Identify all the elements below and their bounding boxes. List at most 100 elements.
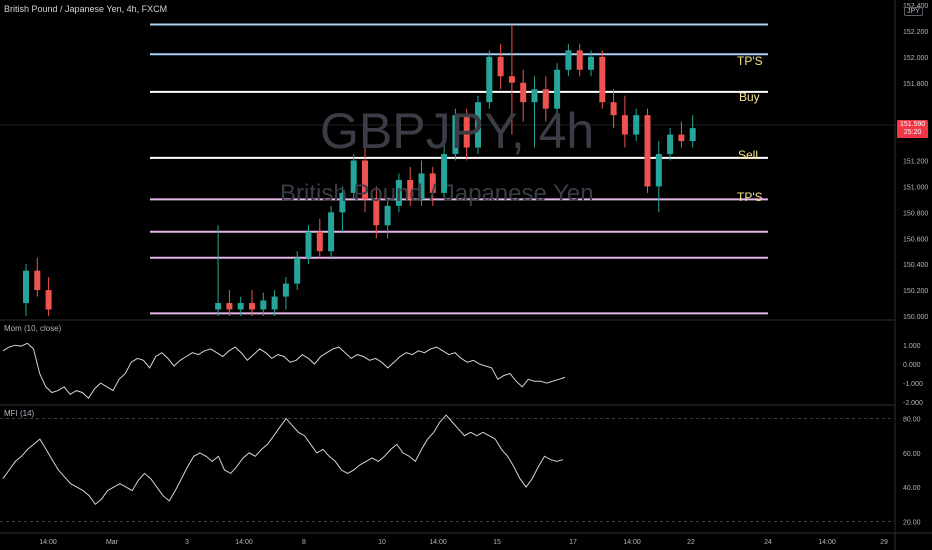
time-tick-label: 14:00 [623, 539, 641, 546]
price-tick-label: 151.800 [903, 81, 928, 88]
momentum-path [2, 342, 566, 399]
candle [34, 257, 41, 297]
level-label-tp-lower: TP'S [737, 190, 763, 204]
mfi-tick-label: 60.00 [903, 451, 921, 458]
candle [497, 43, 504, 90]
candle [418, 160, 425, 206]
candle [384, 199, 391, 239]
candle [531, 76, 538, 148]
candle [678, 121, 685, 148]
candle [610, 89, 617, 129]
mfi-path [2, 414, 564, 506]
candle-countdown: 25:20 [903, 129, 922, 136]
candle [667, 128, 674, 161]
currency-badge[interactable]: JPY [904, 7, 923, 16]
candle [441, 141, 448, 200]
candle [271, 290, 278, 316]
time-tick-label: 24 [764, 539, 772, 546]
time-tick-label: 17 [569, 539, 577, 546]
candle [215, 225, 222, 316]
horizontal-levels [150, 23, 768, 315]
current-price-value: 151.590 [900, 121, 926, 128]
time-tick-label: 10 [378, 539, 386, 546]
mfi-pane-label[interactable]: MFI (14) [4, 409, 35, 418]
candle [554, 63, 561, 116]
price-tick-label: 152.200 [903, 29, 928, 36]
candle [689, 115, 696, 148]
candle [463, 108, 470, 161]
price-tick-label: 152.000 [903, 55, 928, 62]
axes: 152.400152.200152.000151.800151.400151.2… [39, 3, 928, 546]
mfi-tick-label: 40.00 [903, 485, 921, 492]
candle [565, 43, 572, 77]
watermark-name: British Pound / Japanese Yen [280, 180, 594, 207]
candle [452, 108, 459, 161]
mom-tick-label: -1.000 [903, 381, 923, 388]
candle [316, 218, 323, 258]
mom-tick-label: -2.000 [903, 400, 923, 407]
candle [328, 205, 335, 258]
candle [249, 290, 255, 316]
candle [407, 166, 414, 206]
mfi-tick-label: 80.00 [903, 417, 921, 424]
momentum-line [2, 342, 566, 399]
price-tick-label: 150.800 [903, 210, 928, 217]
time-tick-label: 14:00 [818, 539, 836, 546]
time-tick-label: 22 [687, 539, 695, 546]
level-label-tp-upper: TP'S [737, 54, 763, 68]
candle [45, 277, 52, 316]
price-tick-label: 150.600 [903, 236, 928, 243]
time-tick-label: 14:00 [429, 539, 447, 546]
candle [226, 290, 233, 316]
candle [237, 296, 244, 316]
candle [395, 173, 402, 213]
candlestick-series [23, 24, 696, 316]
time-tick-label: 8 [302, 539, 306, 546]
candle [576, 43, 583, 77]
mfi-line [2, 414, 564, 506]
price-tick-label: 150.200 [903, 288, 928, 295]
candle [644, 108, 651, 193]
candle [486, 50, 493, 109]
time-tick-label: 29 [880, 539, 888, 546]
time-tick-label: 3 [185, 539, 189, 546]
mom-tick-label: 1.000 [903, 343, 921, 350]
candle [429, 166, 436, 206]
time-tick-label: Mar [106, 539, 119, 546]
candle [588, 50, 594, 77]
time-tick-label: 15 [493, 539, 501, 546]
candle [23, 264, 29, 316]
mfi-tick-label: 20.00 [903, 519, 921, 526]
price-tick-label: 152.400 [903, 3, 928, 10]
time-tick-label: 14:00 [39, 539, 57, 546]
candle [633, 108, 640, 142]
candle [294, 251, 301, 291]
time-tick-label: 14:00 [235, 539, 253, 546]
candle [508, 24, 515, 135]
candle [373, 186, 380, 239]
price-tick-label: 151.000 [903, 184, 928, 191]
symbol-title[interactable]: British Pound / Japanese Yen, 4h, FXCM [4, 4, 168, 14]
current-price-tag: 151.590 25:20 [897, 120, 929, 138]
price-tick-label: 151.200 [903, 159, 928, 166]
candle [362, 147, 368, 213]
level-label-buy: Buy [739, 90, 760, 104]
candle [305, 225, 312, 265]
candle [599, 50, 606, 109]
candle [282, 277, 289, 310]
candle [655, 141, 662, 213]
candle [475, 95, 481, 155]
candle [350, 154, 357, 200]
mom-tick-label: 0.000 [903, 362, 921, 369]
candle [339, 186, 346, 232]
price-tick-label: 150.400 [903, 262, 928, 269]
price-tick-label: 150.000 [903, 314, 928, 321]
watermark-symbol: GBPJPY, 4h [320, 103, 595, 159]
mom-pane-label[interactable]: Mom (10, close) [4, 324, 62, 333]
level-label-sell: Sell [738, 148, 759, 162]
candle [520, 69, 527, 122]
candle [260, 292, 267, 316]
candle [621, 95, 628, 148]
